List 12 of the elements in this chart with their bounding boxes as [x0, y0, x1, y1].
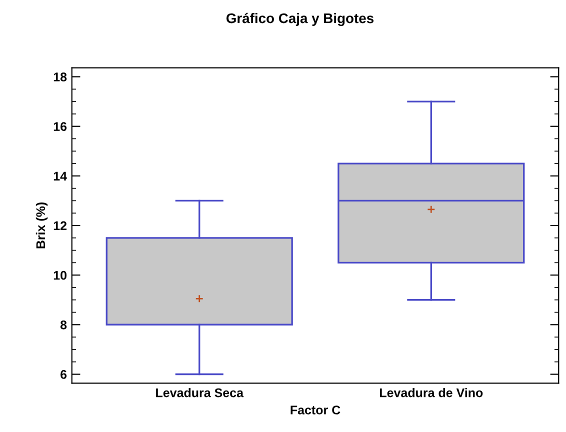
x-tick-label: Levadura Seca — [156, 388, 244, 398]
y-tick-label: 18 — [54, 72, 67, 82]
x-axis-title: Factor C — [290, 406, 340, 414]
y-axis-title: Brix (%) — [36, 202, 48, 248]
x-tick-label: Levadura de Vino — [380, 388, 483, 398]
y-tick-label: 16 — [54, 122, 67, 131]
y-tick-label: 10 — [54, 270, 67, 280]
y-tick-label: 14 — [54, 172, 67, 180]
y-tick-label: 8 — [60, 320, 67, 330]
y-tick-label: 12 — [54, 221, 67, 230]
y-tick-label: 6 — [60, 370, 67, 379]
chart-title: Gráfico Caja y Bigotes — [226, 12, 374, 26]
